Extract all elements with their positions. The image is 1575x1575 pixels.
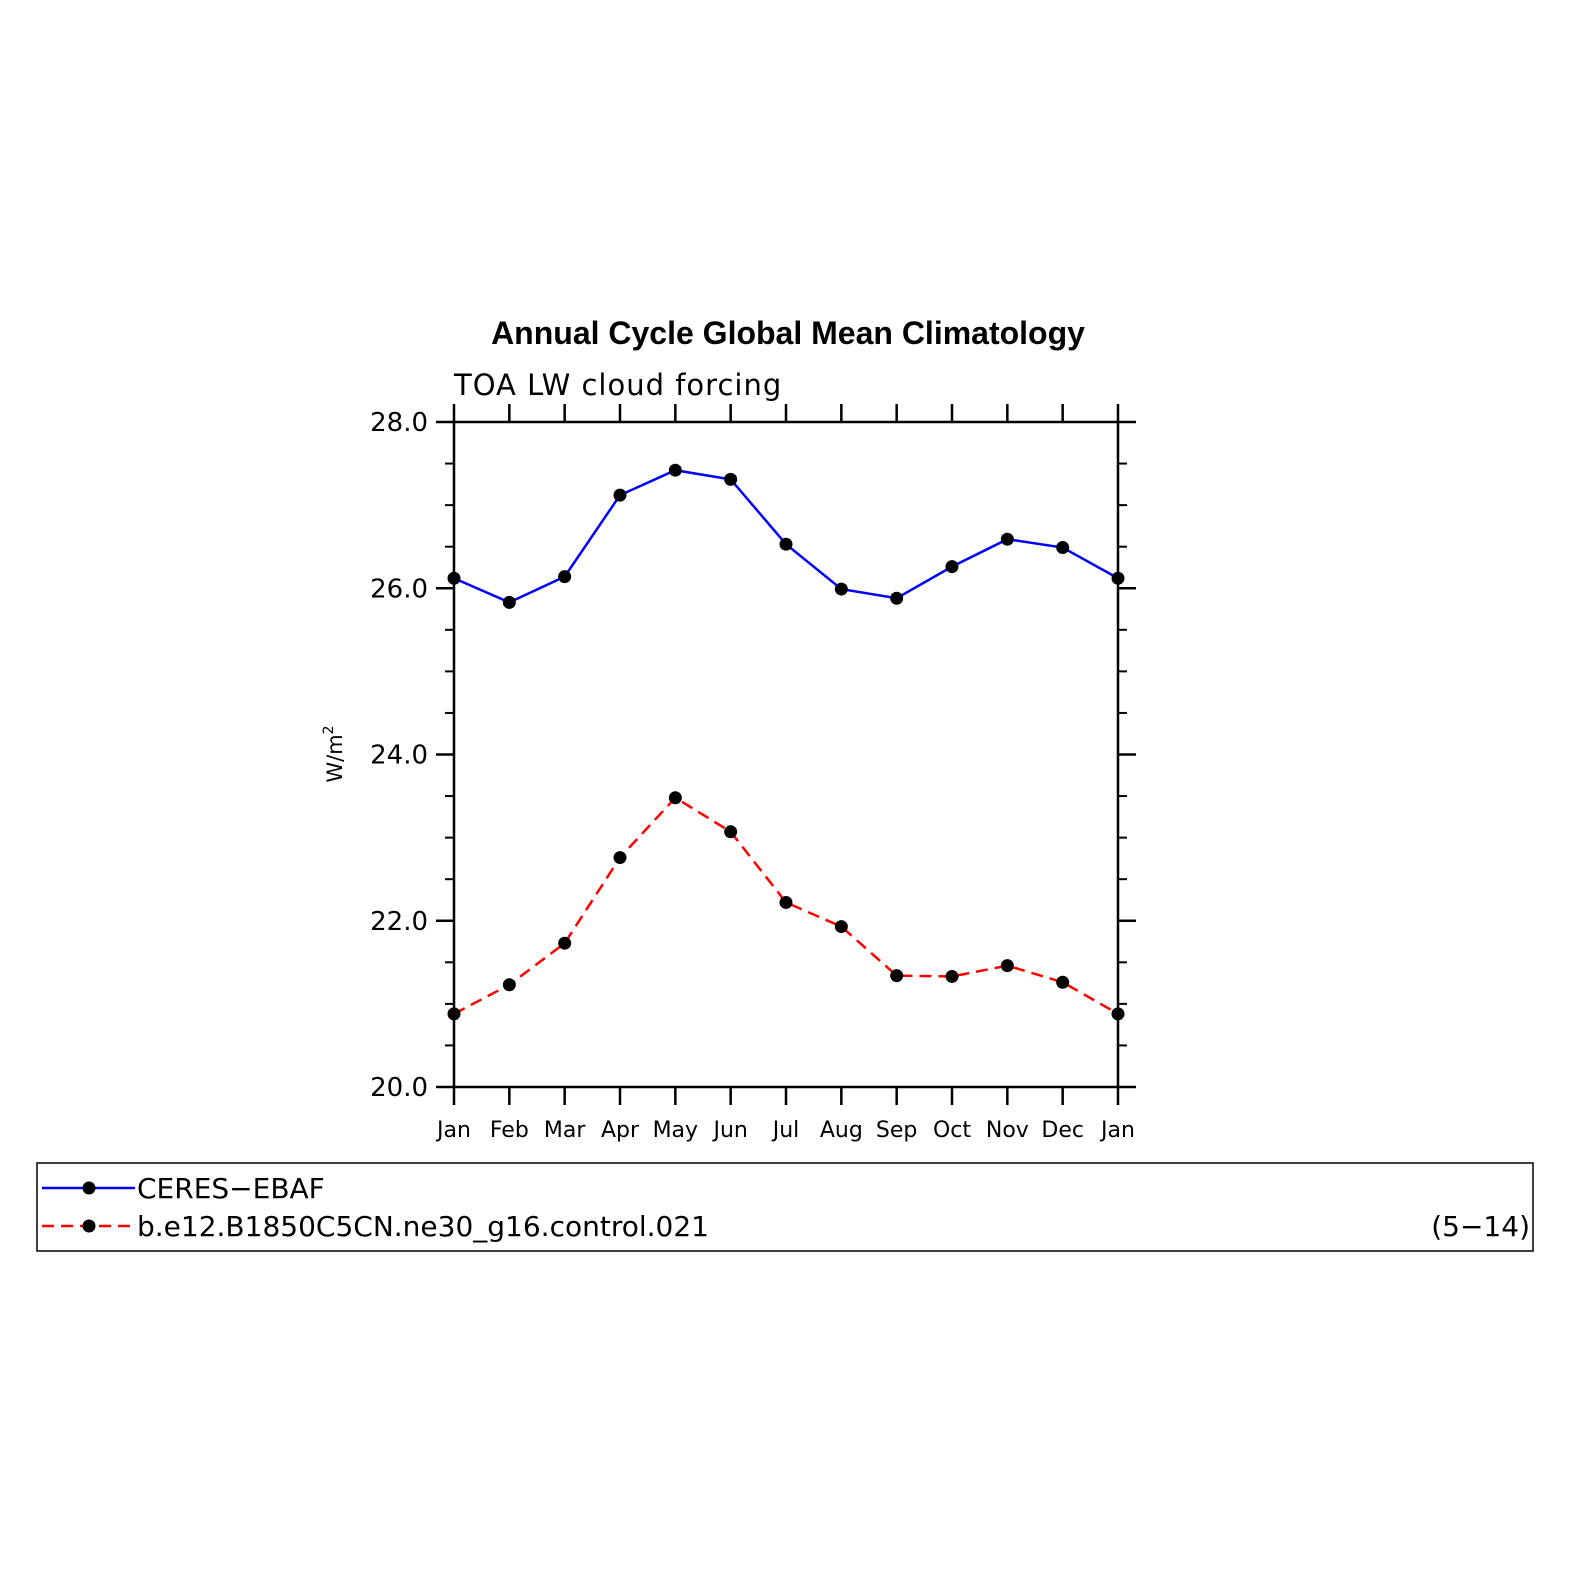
x-tick-label: Apr	[601, 1118, 640, 1143]
data-point	[1056, 975, 1070, 989]
y-tick-label: 24.0	[370, 741, 428, 771]
x-tick-label: Oct	[933, 1118, 971, 1143]
chart-subtitle: TOA LW cloud forcing	[453, 368, 782, 402]
data-point	[668, 791, 682, 805]
data-point	[668, 463, 682, 477]
data-point	[834, 582, 848, 596]
x-tick-label: Jul	[771, 1118, 800, 1143]
data-point	[779, 537, 793, 551]
y-tick-label: 22.0	[370, 907, 428, 937]
x-tick-label: Aug	[820, 1118, 863, 1143]
x-tick-label: Mar	[544, 1118, 586, 1143]
legend-note: (5−14)	[1431, 1210, 1530, 1243]
data-point	[613, 851, 627, 865]
data-point	[890, 969, 904, 983]
data-point	[724, 472, 738, 486]
y-tick-label: 26.0	[370, 574, 428, 604]
data-point	[613, 488, 627, 502]
svg-text:W/m2: W/m2	[321, 725, 347, 782]
data-point	[502, 595, 516, 609]
legend-marker	[82, 1181, 96, 1195]
data-point	[945, 560, 959, 574]
legend-marker	[82, 1219, 96, 1233]
legend-label-0: CERES−EBAF	[137, 1172, 325, 1205]
data-point	[1000, 532, 1014, 546]
x-tick-labels: Jan Feb Mar Apr May Jun Jul Aug Sep Oct Nov Dec Jan	[435, 1118, 1135, 1143]
x-tick-label: Feb	[490, 1118, 529, 1143]
data-point	[1056, 541, 1070, 555]
legend-box	[36, 1162, 1534, 1252]
data-point	[1000, 959, 1014, 973]
data-point	[945, 969, 959, 983]
x-tick-label: May	[653, 1118, 698, 1143]
y-axis-label-text: W/m	[323, 734, 347, 782]
y-axis-label-superscript: 2	[321, 725, 337, 734]
y-tick-labels: 20.0 22.0 24.0 26.0 28.0	[370, 408, 428, 1103]
y-axis-label: W/m2	[321, 725, 347, 782]
legend-label-1: b.e12.B1850C5CN.ne30_g16.control.021	[137, 1210, 709, 1243]
series-markers	[447, 463, 1125, 1021]
x-tick-label: Jun	[711, 1118, 747, 1143]
y-tick-label: 20.0	[370, 1073, 428, 1103]
data-point	[724, 825, 738, 839]
x-tick-label: Jan	[435, 1118, 471, 1143]
x-tick-label: Dec	[1041, 1118, 1084, 1143]
x-tick-label: Jan	[1099, 1118, 1135, 1143]
data-point	[558, 570, 572, 584]
chart-title: Annual Cycle Global Mean Climatology	[491, 315, 1085, 351]
series-line-0	[453, 468, 1119, 604]
data-point	[779, 895, 793, 909]
x-tick-label: Sep	[876, 1118, 917, 1143]
legend: CERES−EBAF b.e12.B1850C5CN.ne30_g16.contr…	[36, 1162, 1534, 1252]
y-tick-label: 28.0	[370, 408, 428, 438]
data-point	[502, 978, 516, 992]
plot-frame	[452, 420, 1120, 1089]
data-point	[890, 591, 904, 605]
legend-entries: CERES−EBAF b.e12.B1850C5CN.ne30_g16.contr…	[42, 1172, 709, 1243]
data-point	[558, 936, 572, 950]
data-point	[834, 920, 848, 934]
x-tick-label: Nov	[986, 1118, 1029, 1143]
axis-ticks	[436, 404, 1136, 1105]
series-lines	[453, 468, 1119, 1015]
